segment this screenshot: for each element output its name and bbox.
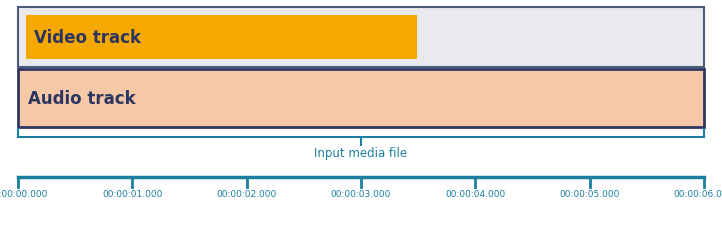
- Text: 00:00:00.000: 00:00:00.000: [0, 189, 48, 198]
- Text: 00:00:03.000: 00:00:03.000: [331, 189, 391, 198]
- Text: Audio track: Audio track: [28, 90, 136, 108]
- Bar: [18, 70, 704, 127]
- Text: 00:00:02.000: 00:00:02.000: [217, 189, 277, 198]
- Text: Input media file: Input media file: [315, 146, 407, 159]
- Text: 00:00:04.000: 00:00:04.000: [445, 189, 505, 198]
- Bar: [18, 8, 704, 68]
- Bar: [26, 16, 417, 60]
- Text: 00:00:05.000: 00:00:05.000: [560, 189, 620, 198]
- Text: Video track: Video track: [34, 29, 141, 47]
- Text: 00:00:06.000: 00:00:06.000: [674, 189, 722, 198]
- Text: 00:00:01.000: 00:00:01.000: [102, 189, 162, 198]
